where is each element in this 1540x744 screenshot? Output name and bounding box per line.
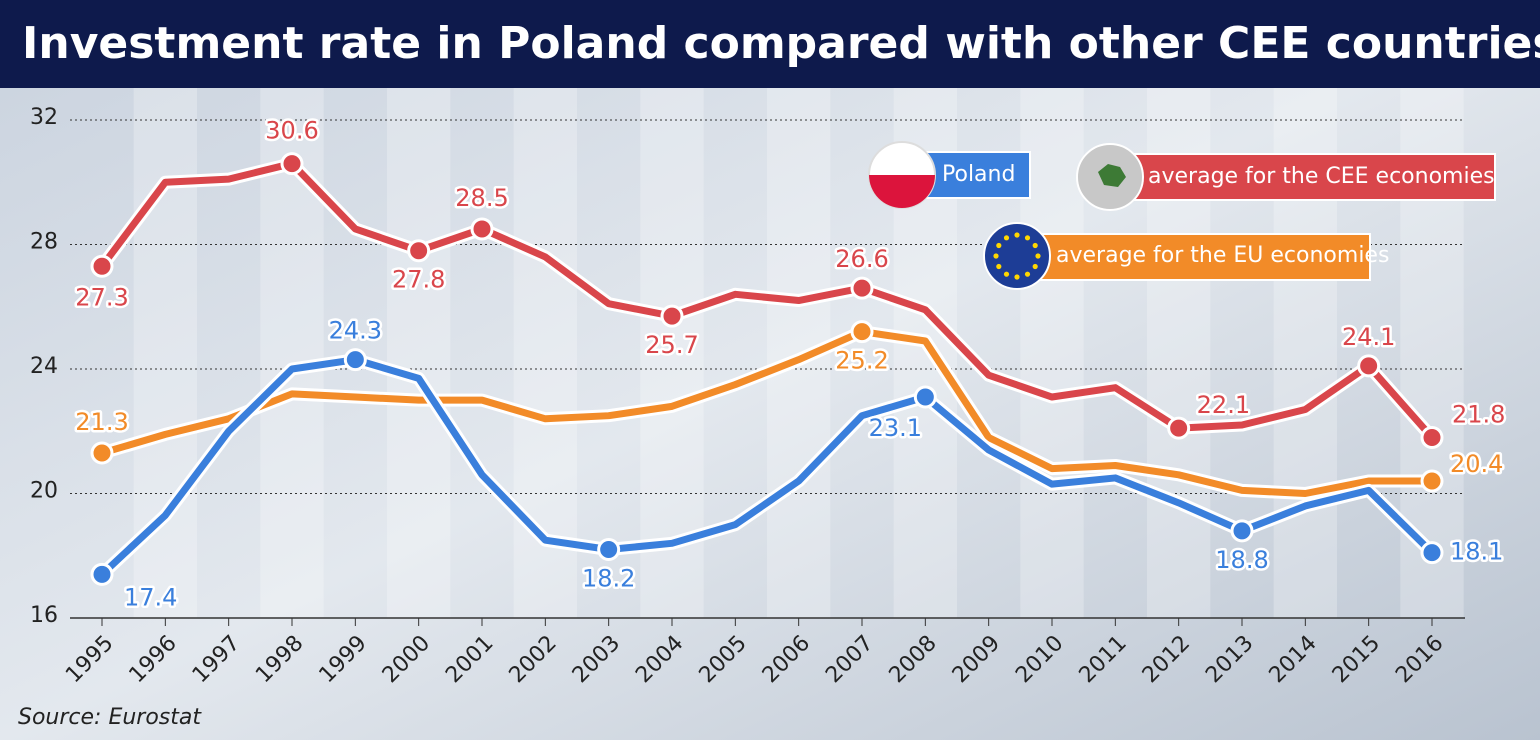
data-label: 30.6 [265, 117, 318, 145]
series-line [99, 356, 1435, 577]
point-marker [407, 239, 431, 263]
data-label: 28.5 [455, 184, 508, 212]
point-marker [90, 441, 114, 465]
point-marker [660, 304, 684, 328]
star [996, 242, 1002, 249]
eu-icon [983, 222, 1051, 290]
point-marker [913, 385, 937, 409]
point-marker [1167, 416, 1191, 440]
series-line [99, 160, 1435, 440]
data-label: 18.2 [582, 565, 635, 593]
point-marker [280, 152, 304, 176]
legend-label: average for the EU economies [1056, 243, 1389, 268]
point-marker [1420, 541, 1444, 565]
data-label: 22.1 [1197, 391, 1250, 419]
star [1024, 235, 1031, 241]
legend-box [1039, 233, 1371, 281]
data-label: 24.1 [1342, 323, 1395, 351]
point-marker [1230, 519, 1254, 543]
data-label: 17.4 [124, 583, 177, 611]
star [1014, 232, 1020, 238]
star [1032, 242, 1038, 249]
y-tick-label: 32 [30, 105, 58, 130]
chart-title: Investment rate in Poland compared with … [22, 18, 1540, 69]
data-label: 18.8 [1215, 546, 1268, 574]
data-label: 27.8 [392, 266, 445, 294]
point-marker [1420, 469, 1444, 493]
point-marker [90, 562, 114, 586]
eu-stars [993, 232, 1041, 280]
point-marker [1357, 354, 1381, 378]
star [996, 263, 1002, 270]
data-label: 25.7 [645, 331, 698, 359]
data-label: 26.6 [835, 245, 888, 273]
data-label: 21.8 [1452, 400, 1505, 428]
data-label: 23.1 [869, 414, 922, 442]
stripe [640, 88, 704, 618]
data-label: 27.3 [75, 283, 128, 311]
legend-label: average for the CEE economies [1148, 164, 1495, 189]
data-label: 24.3 [329, 317, 382, 345]
point-marker [1420, 425, 1444, 449]
y-tick-label: 20 [30, 479, 58, 504]
point-marker [850, 320, 874, 344]
y-tick-label: 28 [30, 230, 58, 255]
star [1003, 271, 1010, 277]
series-line [101, 328, 1432, 497]
legend-box [1134, 153, 1496, 201]
legend-label: Poland [942, 162, 1015, 187]
data-label: 18.1 [1450, 538, 1503, 566]
source: Source: Eurostat [18, 705, 202, 730]
point-marker [597, 538, 621, 562]
star [1035, 253, 1041, 259]
star [1032, 263, 1038, 270]
data-label: 21.3 [75, 408, 128, 436]
star [1003, 235, 1010, 241]
star [993, 253, 999, 259]
y-tick-label: 16 [30, 603, 58, 628]
star [1024, 271, 1031, 277]
point-marker [850, 276, 874, 300]
data-label: 20.4 [1450, 450, 1503, 478]
title-bar [0, 0, 1540, 88]
stripe [387, 88, 451, 618]
stripe [513, 88, 577, 618]
point-marker [90, 254, 114, 278]
flag-icon [869, 175, 935, 208]
point-marker [470, 217, 494, 241]
map-icon [1098, 164, 1126, 187]
y-tick-label: 24 [30, 354, 58, 379]
star [1014, 274, 1020, 280]
legend: Poland average for the CEE economies ave… [868, 141, 1496, 290]
data-label: 25.2 [835, 347, 888, 375]
point-marker [343, 348, 367, 372]
